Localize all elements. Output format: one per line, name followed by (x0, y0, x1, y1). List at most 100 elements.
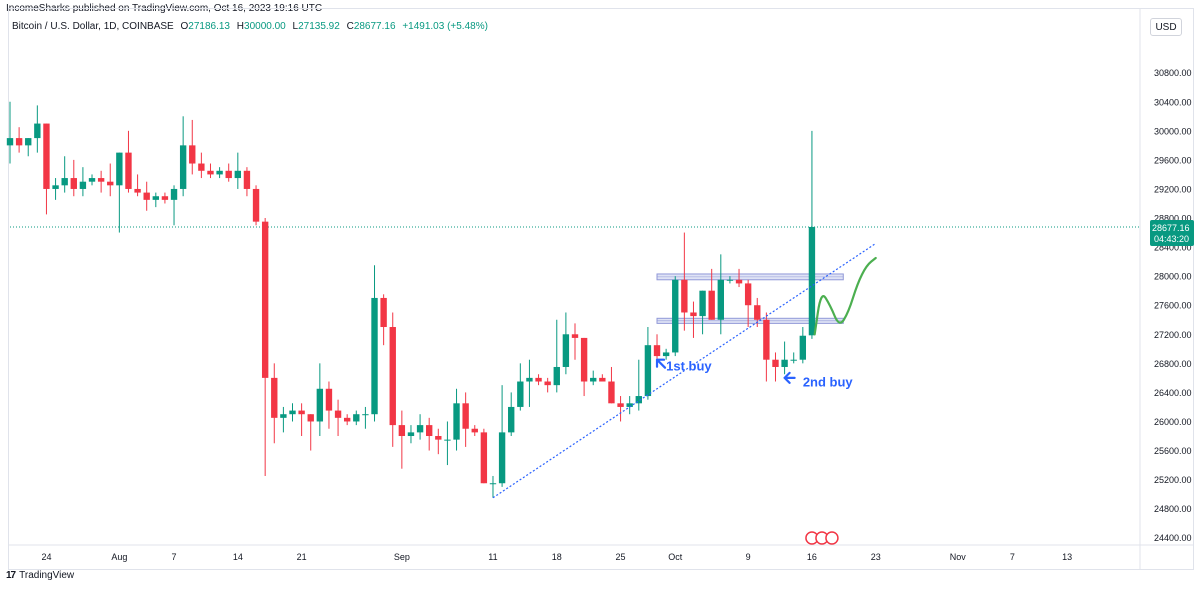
candle-body (252, 188, 260, 222)
candle-body (225, 170, 232, 179)
candle-body (261, 221, 269, 378)
candle-body (808, 226, 816, 336)
candle-body (662, 352, 670, 357)
candle-body (307, 414, 314, 422)
y-tick-label: 29600.00 (1154, 155, 1192, 165)
candle-body (298, 410, 305, 415)
candle-body (754, 305, 761, 320)
candle-body (6, 138, 14, 146)
candle-body (343, 417, 351, 422)
x-tick-label: 23 (871, 552, 881, 562)
footer-brand: TradingView (19, 570, 75, 581)
candle-body (453, 403, 460, 440)
candle-body (763, 319, 770, 360)
candle-body (462, 403, 469, 429)
candle-body (380, 297, 387, 328)
candle-body (571, 334, 579, 338)
candle-body (143, 192, 150, 200)
x-tick-label: 16 (807, 552, 817, 562)
candle-body (653, 345, 661, 357)
candle-body (517, 381, 524, 407)
candle-body (316, 388, 324, 422)
projection-curve (813, 256, 877, 336)
candle-body (234, 170, 242, 179)
candle-body (371, 297, 378, 415)
candle-body (161, 196, 169, 200)
candle-body (170, 188, 178, 200)
buy-arrow-icon (783, 371, 796, 384)
x-tick-label: 25 (616, 552, 626, 562)
candle-body (325, 388, 333, 411)
y-tick-label: 26000.00 (1154, 417, 1192, 427)
candle-body (116, 152, 123, 186)
candle-body (398, 425, 406, 437)
candle-body (43, 123, 50, 189)
x-tick-label: Oct (668, 552, 683, 562)
last-price-badge-bg (1150, 219, 1194, 246)
x-tick-label: 14 (233, 552, 243, 562)
candle-body (353, 414, 360, 422)
candle-body (435, 436, 442, 440)
candle-body (280, 414, 287, 418)
y-tick-label: 25600.00 (1154, 446, 1192, 456)
currency-button[interactable]: USD (1150, 18, 1182, 36)
candle-body (617, 403, 624, 407)
candle-body (526, 377, 533, 382)
candle-body (97, 178, 105, 182)
low-label: L (292, 21, 299, 32)
candle-body (289, 410, 296, 415)
candle-body (635, 396, 642, 404)
candle-body (426, 425, 433, 437)
countdown-value: 04:43:20 (1154, 234, 1189, 244)
y-tick-label: 28800.00 (1154, 214, 1192, 224)
candle-body (544, 381, 551, 386)
candle-body (207, 170, 214, 175)
x-tick-label: Sep (394, 552, 410, 562)
candle-body (562, 334, 570, 367)
candle-body (790, 359, 797, 361)
close-value: 28677.16 (353, 21, 396, 32)
candle-body (15, 138, 23, 146)
x-tick-label: 18 (552, 552, 562, 562)
y-tick-label: 25200.00 (1154, 475, 1192, 485)
candle-body (480, 432, 488, 484)
last-price-value: 28677.16 (1152, 223, 1190, 233)
candle-body (626, 403, 633, 407)
open-value: 27186.13 (188, 21, 230, 32)
candle-body (271, 377, 278, 418)
candle-body (644, 345, 652, 397)
candle-body (79, 181, 87, 189)
candle-body (444, 439, 451, 441)
y-tick-label: 26400.00 (1154, 388, 1192, 398)
candle-body (334, 410, 342, 418)
buy-annotation-label: 1st buy (666, 359, 712, 374)
candle-body (580, 337, 588, 382)
candle-body (407, 432, 415, 437)
candle-body (553, 366, 560, 386)
footer: 17 TradingView (6, 570, 74, 581)
candle-body (152, 196, 159, 200)
candle-body (681, 279, 688, 313)
candle-body (189, 145, 196, 164)
candle-body (179, 145, 187, 189)
chart-frame (8, 8, 1194, 570)
candle-body (88, 178, 96, 182)
candle-body (672, 279, 679, 353)
y-tick-label: 30000.00 (1154, 126, 1192, 136)
close-label: C (346, 21, 354, 32)
candle-body (125, 152, 132, 189)
candle-body (708, 290, 715, 320)
symbol-title: Bitcoin / U.S. Dollar, 1D, COINBASE (12, 21, 174, 32)
candle-body (70, 178, 77, 189)
candle-body (52, 185, 59, 189)
candle-body (498, 432, 506, 484)
candle-body (416, 425, 424, 433)
y-tick-label: 24400.00 (1154, 533, 1192, 543)
candle-body (389, 327, 396, 426)
x-tick-label: Nov (950, 552, 967, 562)
high-value: 30000.00 (244, 21, 286, 32)
candle-body (799, 335, 807, 360)
high-label: H (236, 21, 245, 32)
